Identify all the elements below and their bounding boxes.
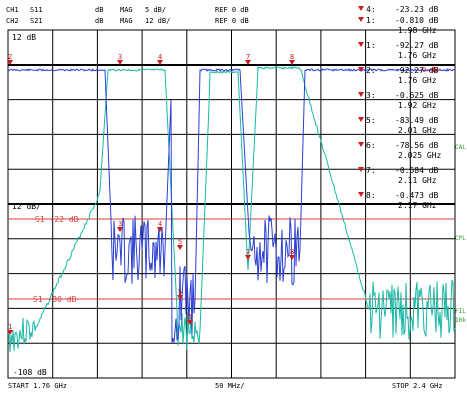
marker-readout-freq: 1.98 GHz [398, 26, 437, 35]
marker-readout-freq: 2.025 GHz [398, 151, 442, 160]
trace-marker-label: 4 [158, 220, 162, 228]
marker-readout-name: 1: [366, 16, 376, 25]
trace-marker-triangle [187, 320, 193, 325]
trace-marker-label: 6 [188, 313, 192, 321]
trace-marker-triangle [157, 60, 163, 65]
trace-marker-triangle [177, 295, 183, 300]
marker-readout-value: -92.27 dB [395, 41, 439, 50]
ch1-ref: REF 0 dB [215, 6, 249, 14]
marker-readout-freq: 1.76 GHz [398, 51, 437, 60]
fil-tag: FIL [455, 308, 466, 315]
trace-marker-label: 5 [178, 238, 182, 246]
ch2-label: CH2 [6, 17, 19, 25]
marker-readout-name: 2: [366, 66, 376, 75]
marker-readout-freq: 2.17 GHz [398, 201, 437, 210]
ch1-label: CH1 [6, 6, 19, 14]
trace-s11 [7, 68, 456, 344]
trace-marker-label: 7 [246, 53, 250, 61]
ch2-ref: REF 0 dB [215, 17, 249, 25]
marker-readout-value: -78.56 dB [395, 141, 439, 150]
marker-readout-triangle [358, 167, 364, 172]
marker-readout-name: 1: [366, 41, 376, 50]
trace-marker-triangle [177, 245, 183, 250]
marker-readout-triangle [358, 192, 364, 197]
trace-marker-triangle [245, 60, 251, 65]
marker-readout-name: 8: [366, 191, 376, 200]
trace-marker-triangle [289, 60, 295, 65]
marker-readout-triangle [358, 92, 364, 97]
cal-tag: CAL [455, 144, 466, 151]
ch1-format: dB [95, 6, 103, 14]
ch1-param: S11 [30, 6, 43, 14]
ref-top-label: 12 dB [12, 33, 36, 42]
marker-readout-triangle [358, 67, 364, 72]
limit-line-2-label: S1 -80 dB [33, 295, 77, 304]
marker-readout-name: 6: [366, 141, 376, 150]
cpl-tag: CPL [455, 235, 466, 242]
trace-marker-label: 5 [178, 288, 182, 296]
marker-readout-name: 7: [366, 166, 376, 175]
span-per-div: 50 MHz/ [215, 382, 245, 390]
marker-readout-name: 5: [366, 116, 376, 125]
trace-marker-label: 8 [290, 53, 294, 61]
marker-readout-triangle [358, 6, 364, 11]
trace-marker-label: 3 [118, 220, 122, 228]
marker-readout-value: -0.473 dB [395, 191, 439, 200]
graticule [7, 29, 456, 379]
trace-marker-triangle [245, 255, 251, 260]
trace-marker-label: 3 [118, 53, 122, 61]
trace-marker-triangle [7, 330, 13, 335]
ch2-mode: MAG [120, 17, 133, 25]
marker-readout-freq: 1.76 GHz [398, 76, 437, 85]
limit-line-1-label: S1 -22 dB [35, 215, 79, 224]
trace-marker-label: 1 [8, 323, 12, 331]
marker-readout-value: -83.49 dB [395, 116, 439, 125]
channel-header: CH1 S11 dB MAG 5 dB/ REF 0 dB CH2 S21 dB… [6, 6, 249, 25]
marker-readout-name: 4: [366, 5, 376, 14]
ch1-scale: 5 dB/ [145, 6, 166, 14]
start-freq: START 1.76 GHz [8, 382, 67, 390]
marker-readout-name: 3: [366, 91, 376, 100]
trace-marker-triangle [289, 255, 295, 260]
trace-marker-triangle [157, 227, 163, 232]
ch2-format: dB [95, 17, 103, 25]
footer: START 1.76 GHz 50 MHz/ STOP 2.4 GHz [8, 382, 443, 390]
trace-marker-triangle [7, 60, 13, 65]
fil-bw-tag: 10k [455, 317, 466, 324]
trace-marker-label: 2 [8, 53, 12, 61]
marker-readout-value: -92.27 dB [395, 66, 439, 75]
marker-readout-value: -23.23 dB [395, 5, 439, 14]
stop-freq: STOP 2.4 GHz [392, 382, 443, 390]
marker-readout-freq: 2.11 GHz [398, 176, 437, 185]
marker-readout-freq: 2.01 GHz [398, 126, 437, 135]
ch2-scale: 12 dB/ [145, 17, 170, 25]
ref-scale-label: 12 dB/ [12, 202, 41, 211]
ref-bottom-label: -108 dB [13, 368, 47, 377]
marker-readout-triangle [358, 142, 364, 147]
trace-marker-triangle [117, 60, 123, 65]
trace-marker-label: 4 [158, 53, 162, 61]
right-zero-label: 0 dB [422, 66, 439, 74]
marker-readout-triangle [358, 117, 364, 122]
marker-readout-value: -0.625 dB [395, 91, 439, 100]
trace-marker-label: 7 [246, 248, 250, 256]
marker-readout-triangle [358, 42, 364, 47]
trace-marker-label: 8 [290, 248, 294, 256]
ch2-param: S21 [30, 17, 43, 25]
marker-readout-freq: 1.92 GHz [398, 101, 437, 110]
trace-marker-triangle [117, 227, 123, 232]
marker-readout-triangle [358, 17, 364, 22]
trace-marker-group: 2 3 4 7 8 3 4 5 7 8 5 6 1 [7, 53, 295, 335]
trace-s21 [7, 65, 456, 353]
marker-readout-value: -0.584 dB [395, 166, 439, 175]
marker-readout-panel: 4: -23.23 dB 1: -0.810 dB1.98 GHz 1: -92.27 d… [358, 5, 442, 210]
marker-readout-value: -0.810 dB [395, 16, 439, 25]
ch1-mode: MAG [120, 6, 133, 14]
